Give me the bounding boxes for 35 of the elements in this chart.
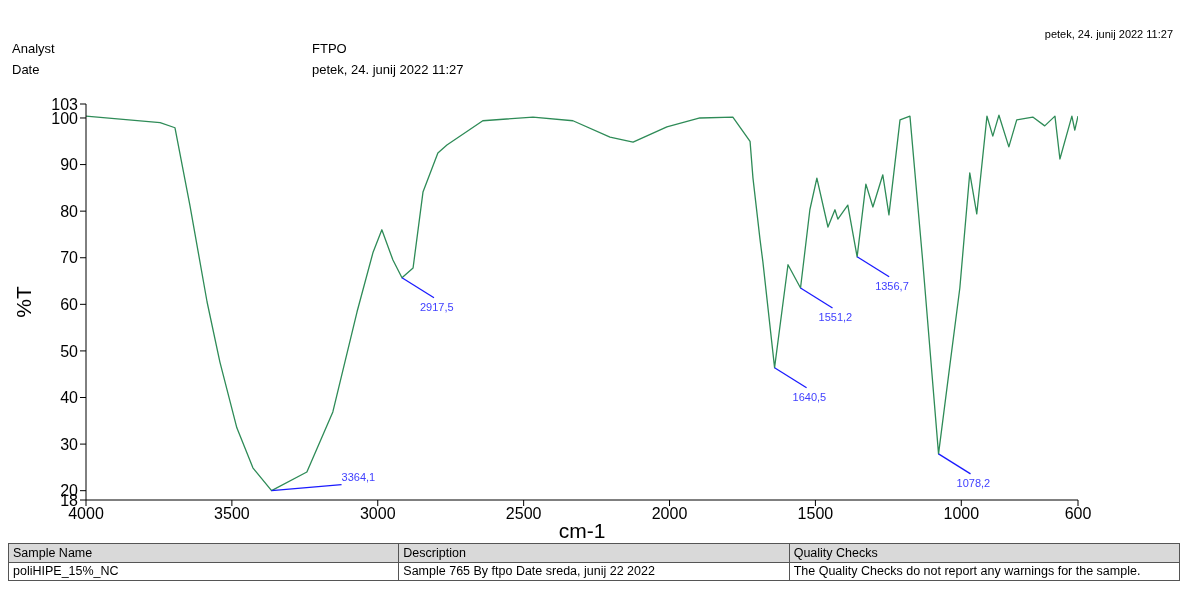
text: poliHIPE_15%_NC (8, 562, 399, 581)
y-tick-label: 70 (60, 249, 79, 267)
text: petek, 24. junij 2022 11:27 (1044, 28, 1173, 40)
y-tick-label: 90 (60, 156, 79, 174)
text: Sample Name (8, 543, 399, 563)
x-tick-label: 3000 (359, 505, 396, 523)
y-axis-title: %T (12, 286, 36, 318)
line-series (86, 114, 1078, 492)
x-tick-label: 3500 (214, 505, 250, 523)
text: FTPO (312, 41, 347, 56)
y-tick-label: 50 (60, 342, 79, 360)
x-tick-label: 2500 (505, 505, 542, 523)
x-axis-title: cm-1 (558, 519, 606, 542)
y-tick-label: 60 (60, 296, 79, 314)
text: Sample 765 By ftpo Date sreda, junij 22 2022 (398, 562, 790, 581)
x-tick-label: 600 (1064, 505, 1092, 523)
y-tick-label: 40 (60, 389, 79, 407)
text: The Quality Checks do not report any warnings for the sample. (789, 562, 1180, 581)
text: Analyst (12, 41, 55, 56)
annotation: 2917,5 (419, 300, 454, 313)
y-tick-label: 30 (60, 435, 79, 453)
annotation: 1640,5 (792, 390, 827, 403)
x-tick-label: 1000 (943, 505, 980, 523)
annotation: 1551,2 (818, 311, 853, 324)
text: Date (12, 62, 40, 77)
text: petek, 24. junij 2022 11:27 (312, 62, 464, 77)
annotation: 3364,1 (341, 470, 376, 483)
y-tick-label: 80 (60, 202, 79, 220)
x-tick-label: 4000 (68, 505, 104, 523)
x-tick-label: 2000 (651, 505, 688, 523)
text: Description (398, 543, 790, 563)
text: Quality Checks (789, 543, 1180, 563)
x-tick-label: 1500 (797, 505, 834, 523)
annotation: 1356,7 (875, 279, 909, 292)
annotation: 1078,2 (956, 476, 991, 489)
